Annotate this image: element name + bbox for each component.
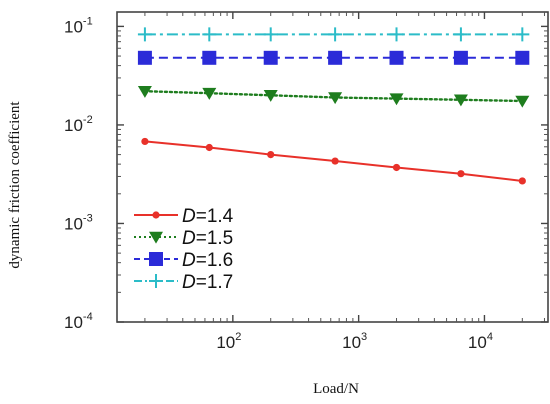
data-point — [515, 27, 530, 42]
data-point — [137, 27, 152, 42]
legend-marker — [149, 231, 163, 244]
legend-entry: D=1.4 — [134, 206, 234, 227]
data-point — [515, 50, 530, 65]
data-point — [202, 87, 217, 100]
data-point — [392, 163, 401, 172]
legend-marker — [149, 252, 163, 266]
legend-label: D=1.5 — [182, 228, 233, 249]
y-tick-label: 10-4 — [64, 311, 93, 332]
x-tick-label: 103 — [342, 331, 367, 352]
data-point — [137, 50, 152, 65]
data-point — [328, 92, 343, 105]
legend-entry: D=1.5 — [134, 228, 233, 249]
legend-label: D=1.7 — [182, 272, 233, 293]
legend-marker — [149, 274, 163, 288]
legend-entry: D=1.6 — [134, 250, 233, 271]
data-point — [137, 85, 152, 98]
data-point — [515, 95, 530, 108]
x-tick-label: 102 — [216, 331, 241, 352]
data-point — [389, 50, 404, 65]
legend-label: D=1.4 — [182, 206, 234, 227]
data-point — [328, 50, 343, 65]
data-point — [328, 27, 343, 42]
data-point — [389, 93, 404, 106]
legend: D=1.4D=1.5D=1.6D=1.7 — [134, 206, 234, 293]
series-2 — [137, 85, 530, 108]
data-point — [518, 177, 526, 185]
series-3 — [137, 50, 530, 65]
data-point — [331, 157, 339, 165]
legend-marker — [152, 211, 160, 219]
data-point — [453, 94, 468, 107]
y-tick-label: 10-1 — [64, 15, 93, 36]
y-axis-title: dynamic friction coefficient — [7, 101, 23, 269]
x-axis-title: Load/N — [313, 381, 359, 397]
series-4 — [137, 27, 530, 42]
x-tick-label: 104 — [468, 331, 493, 352]
data-point — [389, 27, 404, 42]
data-point — [205, 143, 213, 152]
plot-frame — [116, 11, 549, 323]
data-point — [263, 90, 278, 102]
series-1 — [141, 137, 526, 185]
data-point — [263, 27, 278, 42]
legend-entry: D=1.7 — [134, 272, 233, 293]
y-tick-label: 10-3 — [64, 212, 93, 233]
data-point — [453, 27, 468, 42]
data-point — [267, 150, 275, 159]
data-point — [457, 170, 465, 178]
data-point — [453, 50, 468, 65]
data-point — [263, 50, 278, 65]
data-point — [202, 27, 217, 42]
legend-label: D=1.6 — [182, 250, 233, 271]
data-point — [202, 50, 217, 65]
data-point — [141, 137, 149, 146]
y-tick-label: 10-2 — [64, 114, 93, 135]
